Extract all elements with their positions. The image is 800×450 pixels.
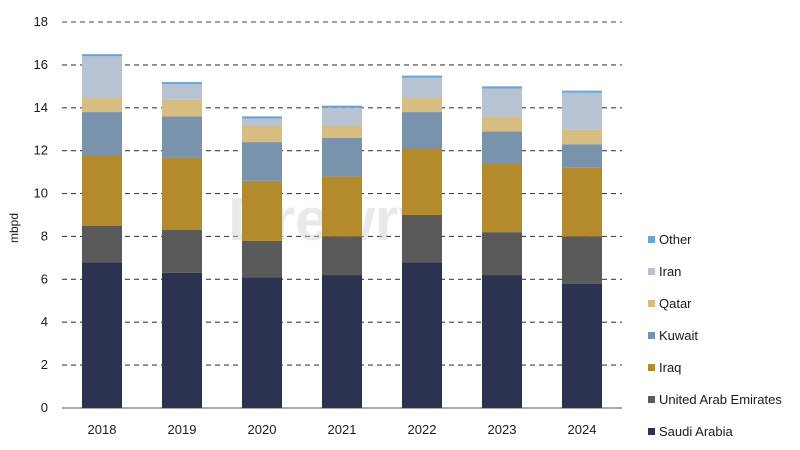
- bar-segment-iraq-2018: [82, 154, 122, 226]
- legend-label: Qatar: [659, 296, 692, 311]
- bar-segment-saudi-arabia-2021: [322, 275, 362, 408]
- y-tick-label: 14: [34, 100, 48, 115]
- legend-label: Kuwait: [659, 328, 698, 343]
- x-axis-ticks: 2018 2019 2020 2021 2022 2023 2024: [88, 422, 597, 437]
- x-tick-label: 2023: [488, 422, 517, 437]
- legend: Other Iran Qatar Kuwait Iraq United Arab Emir…: [648, 232, 782, 439]
- bar-segment-iran-2023: [482, 88, 522, 117]
- x-tick-label: 2021: [328, 422, 357, 437]
- y-axis-ticks: 0 2 4 6 8 10 12 14 16 18: [34, 14, 48, 415]
- y-tick-label: 10: [34, 186, 48, 201]
- legend-swatch: [648, 268, 655, 275]
- bar-segment-saudi-arabia-2018: [82, 262, 122, 408]
- bar-segment-iran-2024: [562, 92, 602, 130]
- bar-segment-kuwait-2023: [482, 131, 522, 164]
- x-tick-label: 2020: [248, 422, 277, 437]
- legend-swatch: [648, 236, 655, 243]
- bar-segment-other-2022: [402, 75, 442, 78]
- bar-segment-other-2023: [482, 86, 522, 89]
- bar-segment-qatar-2021: [322, 124, 362, 138]
- legend-label: Saudi Arabia: [659, 424, 733, 439]
- legend-swatch: [648, 300, 655, 307]
- bar-segment-iraq-2024: [562, 167, 602, 237]
- legend-swatch: [648, 428, 655, 435]
- y-tick-label: 18: [34, 14, 48, 29]
- bar-segment-kuwait-2024: [562, 144, 602, 168]
- bar-segment-other-2021: [322, 105, 362, 108]
- legend-label: Other: [659, 232, 692, 247]
- bar-segment-iraq-2023: [482, 163, 522, 233]
- legend-swatch: [648, 332, 655, 339]
- bar-segment-iran-2020: [242, 118, 282, 125]
- bar-segment-iran-2021: [322, 107, 362, 125]
- bar-segment-other-2024: [562, 90, 602, 93]
- bar-segment-saudi-arabia-2024: [562, 283, 602, 408]
- bar-segment-qatar-2022: [402, 97, 442, 113]
- bar-segment-united-arab-emirates-2021: [322, 236, 362, 276]
- y-axis-label: mbpd: [7, 213, 21, 243]
- bars: [82, 54, 602, 408]
- x-tick-label: 2018: [88, 422, 117, 437]
- legend-label: Iran: [659, 264, 681, 279]
- bar-segment-other-2020: [242, 116, 282, 119]
- bar-segment-other-2018: [82, 54, 122, 57]
- legend-swatch: [648, 364, 655, 371]
- y-tick-label: 0: [41, 400, 48, 415]
- bar-segment-saudi-arabia-2020: [242, 277, 282, 408]
- y-tick-label: 8: [41, 228, 48, 243]
- x-tick-label: 2019: [168, 422, 197, 437]
- bar-segment-kuwait-2018: [82, 112, 122, 155]
- bar-segment-saudi-arabia-2022: [402, 262, 442, 408]
- bar-segment-iraq-2020: [242, 180, 282, 241]
- bar-segment-iraq-2021: [322, 176, 362, 237]
- bar-segment-kuwait-2019: [162, 116, 202, 158]
- legend-swatch: [648, 396, 655, 403]
- bar-segment-united-arab-emirates-2018: [82, 225, 122, 263]
- bar-segment-iran-2018: [82, 56, 122, 98]
- legend-label: United Arab Emirates: [659, 392, 782, 407]
- bar-segment-iran-2022: [402, 77, 442, 98]
- legend-label: Iraq: [659, 360, 681, 375]
- bar-segment-united-arab-emirates-2023: [482, 232, 522, 276]
- y-tick-label: 6: [41, 271, 48, 286]
- bar-segment-united-arab-emirates-2019: [162, 230, 202, 273]
- bar-segment-kuwait-2020: [242, 142, 282, 181]
- bar-segment-iran-2019: [162, 84, 202, 100]
- y-tick-label: 2: [41, 357, 48, 372]
- bar-segment-qatar-2023: [482, 116, 522, 132]
- bar-segment-united-arab-emirates-2024: [562, 236, 602, 284]
- bar-segment-qatar-2024: [562, 129, 602, 145]
- bar-segment-saudi-arabia-2023: [482, 275, 522, 408]
- bar-segment-qatar-2020: [242, 124, 282, 143]
- bar-segment-iraq-2022: [402, 148, 442, 215]
- y-tick-label: 4: [41, 314, 48, 329]
- bar-segment-kuwait-2021: [322, 137, 362, 177]
- bar-segment-saudi-arabia-2019: [162, 272, 202, 408]
- x-tick-label: 2024: [568, 422, 597, 437]
- bar-segment-qatar-2019: [162, 99, 202, 117]
- y-tick-label: 16: [34, 57, 48, 72]
- y-tick-label: 12: [34, 143, 48, 158]
- bar-segment-kuwait-2022: [402, 112, 442, 149]
- bar-segment-united-arab-emirates-2020: [242, 240, 282, 278]
- bar-segment-iraq-2019: [162, 157, 202, 231]
- bar-segment-qatar-2018: [82, 97, 122, 113]
- bar-segment-united-arab-emirates-2022: [402, 215, 442, 263]
- x-tick-label: 2022: [408, 422, 437, 437]
- bar-segment-other-2019: [162, 82, 202, 85]
